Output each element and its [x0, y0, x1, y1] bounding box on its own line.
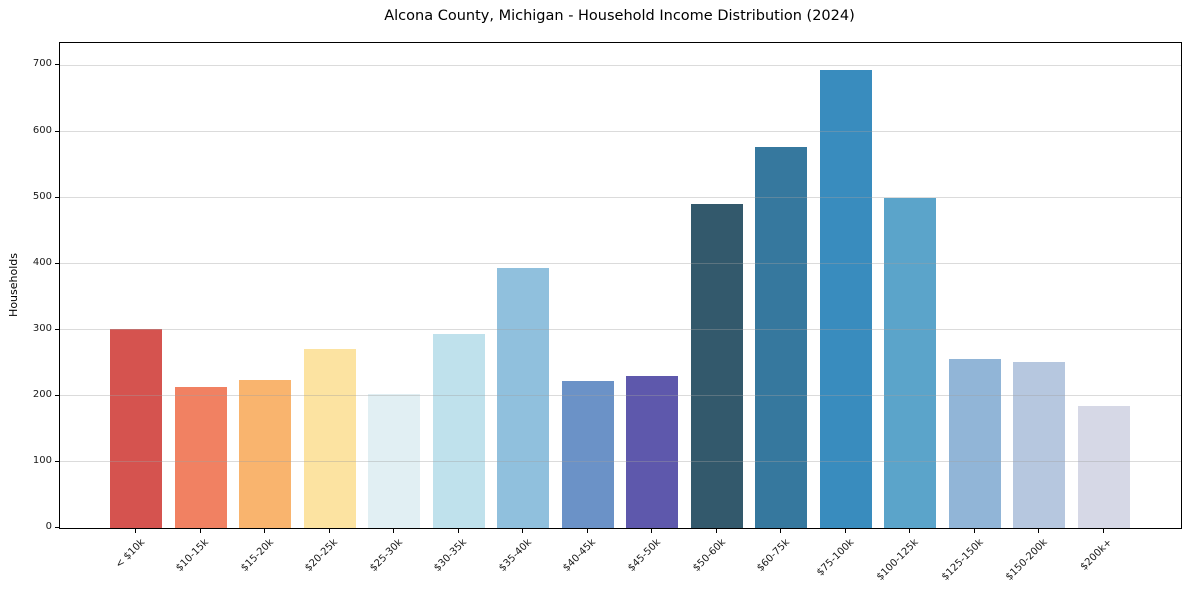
- gridline: [60, 64, 1181, 66]
- x-tick: [1102, 529, 1104, 533]
- y-tick: [55, 130, 59, 132]
- gridline: [60, 395, 1181, 397]
- x-tick-label: $30-35k: [432, 537, 470, 574]
- y-tick-label: 700: [32, 58, 52, 70]
- gridline: [60, 197, 1181, 199]
- bar-15-20k: [239, 380, 292, 528]
- x-tick: [522, 529, 524, 533]
- bar-50-60k: [690, 204, 743, 528]
- chart-title: Alcona County, Michigan - Household Inco…: [384, 8, 855, 24]
- y-tick: [55, 394, 59, 396]
- gridline: [60, 131, 1181, 133]
- x-tick: [780, 529, 782, 533]
- x-tick: [909, 529, 911, 533]
- x-tick: [1038, 529, 1040, 533]
- bar-35-40k: [497, 268, 550, 528]
- bar-10-15k: [174, 386, 227, 528]
- y-tick: [55, 328, 59, 330]
- gridline: [60, 329, 1181, 331]
- bar-30-35k: [432, 333, 485, 528]
- bar-20-25k: [303, 348, 356, 528]
- x-tick-label: $100-125k: [875, 537, 922, 583]
- bar-75-100k: [819, 70, 872, 528]
- x-tick-label: $45-50k: [626, 537, 664, 574]
- y-tick-label: 600: [32, 124, 52, 136]
- y-tick: [55, 527, 59, 528]
- y-tick-label: 500: [32, 190, 52, 202]
- x-tick-label: $60-75k: [755, 537, 793, 574]
- x-tick-label: $10-15k: [174, 537, 212, 574]
- x-tick: [651, 529, 653, 533]
- bar-60-75k: [755, 147, 808, 528]
- y-tick: [55, 196, 59, 198]
- bar-125-150k: [948, 358, 1001, 528]
- x-tick: [457, 529, 459, 533]
- x-tick: [586, 529, 588, 533]
- x-tick-label: $25-30k: [367, 537, 405, 574]
- bar-45-50k: [626, 376, 679, 528]
- y-tick-label: 400: [32, 256, 52, 268]
- y-tick-label: 0: [45, 521, 52, 532]
- y-tick: [55, 262, 59, 264]
- bar-200k: [1077, 406, 1130, 528]
- x-tick: [264, 529, 266, 533]
- plot-area: [59, 42, 1182, 529]
- x-tick: [135, 529, 136, 533]
- x-tick-label: $150-200k: [1004, 537, 1051, 583]
- x-tick: [199, 529, 201, 533]
- x-tick-label: $125-150k: [939, 537, 986, 583]
- y-tick: [55, 460, 59, 462]
- x-tick: [393, 529, 395, 533]
- bar-40-45k: [561, 381, 614, 528]
- x-tick-label: < $10k: [113, 537, 147, 571]
- x-tick-label: $15-20k: [238, 537, 276, 574]
- gridline: [60, 263, 1181, 265]
- gridline: [60, 461, 1181, 463]
- x-tick-label: $200k+: [1078, 537, 1115, 573]
- x-tick-label: $35-40k: [497, 537, 534, 574]
- x-tick-label: $20-25k: [303, 537, 341, 574]
- y-tick-label: 100: [32, 454, 52, 466]
- x-tick-label: $40-45k: [561, 537, 599, 574]
- x-tick: [973, 529, 975, 533]
- y-tick-label: 200: [32, 388, 52, 400]
- x-tick-label: $50-60k: [690, 537, 728, 574]
- y-tick-label: 300: [32, 322, 52, 334]
- bar-100-125k: [884, 198, 937, 528]
- x-tick: [328, 529, 330, 533]
- y-tick: [55, 64, 59, 66]
- x-tick: [844, 529, 846, 533]
- bar-150-200k: [1013, 361, 1066, 528]
- x-tick: [715, 529, 717, 533]
- bar-10k: [110, 329, 162, 528]
- bar-25-30k: [368, 393, 421, 528]
- x-tick-label: $75-100k: [815, 537, 857, 579]
